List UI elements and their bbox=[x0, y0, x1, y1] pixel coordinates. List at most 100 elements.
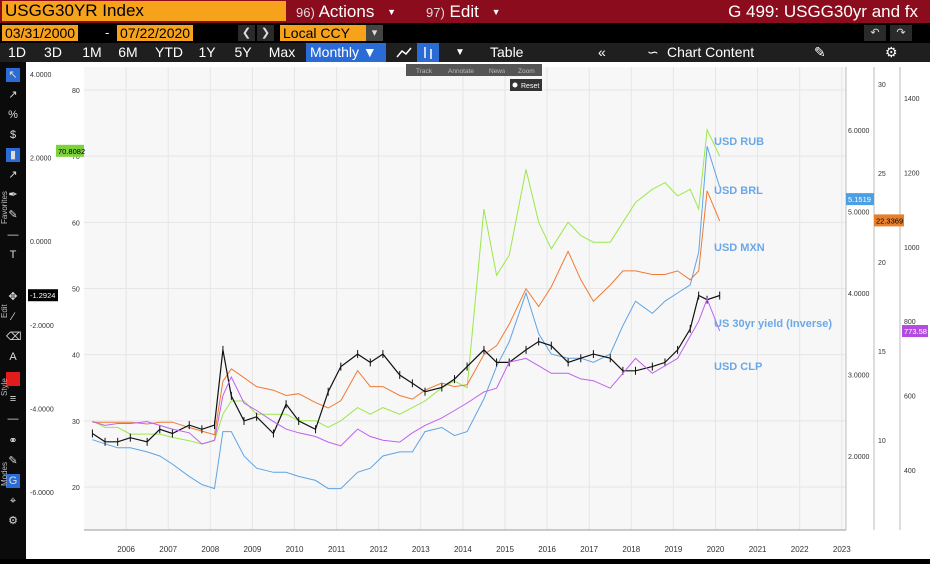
plot-background bbox=[84, 67, 846, 530]
right2-tick-label: 20 bbox=[878, 260, 886, 267]
link-icon[interactable]: ⚭ bbox=[8, 435, 18, 447]
rub-value-marker: 70.8082 bbox=[58, 147, 85, 156]
clp-value-marker: 773.58 bbox=[904, 327, 927, 336]
x-tick-label: 2007 bbox=[159, 545, 177, 554]
x-tick-label: 2022 bbox=[791, 545, 809, 554]
clp-value-marker-bg bbox=[902, 325, 928, 338]
caret-down-icon[interactable]: ▼ bbox=[455, 47, 465, 58]
edit-menu-label: Edit bbox=[449, 2, 479, 21]
mode-g-icon[interactable]: G bbox=[6, 474, 20, 488]
annotate-button[interactable]: Annotate bbox=[448, 68, 474, 75]
yield-value-marker: -1.2924 bbox=[30, 291, 55, 300]
ticker-field[interactable]: USGG30YR Index bbox=[2, 1, 286, 21]
far_left-tick-label: -6.0000 bbox=[30, 490, 54, 497]
right3-tick-label: 400 bbox=[904, 468, 916, 475]
header-bar: USGG30YR Index 96) Actions ▼ 97) Edit ▼ … bbox=[0, 0, 930, 23]
period-button-1m[interactable]: 1M bbox=[82, 44, 102, 60]
frequency-select[interactable]: Monthly ▼ bbox=[306, 43, 386, 62]
legend-label: US 30yr yield (Inverse) bbox=[714, 318, 832, 330]
eraser-icon[interactable]: ⌫ bbox=[6, 331, 22, 343]
end-date-field[interactable]: 07/22/2020 bbox=[117, 25, 194, 41]
redo-icon[interactable]: ↷ bbox=[890, 25, 912, 41]
yield-value-marker-bg bbox=[28, 289, 58, 302]
line-style-icon[interactable]: ≡ bbox=[9, 393, 17, 405]
chevron-left-icon[interactable]: ❮ bbox=[238, 25, 255, 41]
period-button-5y[interactable]: 5Y bbox=[234, 44, 252, 60]
actions-menu-label: Actions bbox=[318, 2, 375, 21]
double-chevron-left-icon[interactable]: « bbox=[598, 44, 606, 60]
mxn-value-marker: 22.3369 bbox=[876, 216, 903, 225]
edit-menu[interactable]: 97) Edit ▼ bbox=[426, 0, 500, 23]
right3-tick-label: 600 bbox=[904, 394, 916, 401]
series-line-usd-brl bbox=[92, 146, 721, 490]
series-line-usd-clp bbox=[92, 297, 721, 447]
trend-tool-icon[interactable]: ↗ bbox=[8, 169, 18, 181]
actions-menu-number: 96) bbox=[296, 5, 315, 20]
x-tick-label: 2013 bbox=[412, 545, 430, 554]
period-button-max[interactable]: Max bbox=[268, 44, 296, 60]
line-width-icon[interactable]: — bbox=[7, 413, 19, 425]
edit-note-icon[interactable]: ✎ bbox=[814, 44, 826, 60]
far_left-tick-label: -4.0000 bbox=[30, 406, 54, 413]
period-button-1y[interactable]: 1Y bbox=[198, 44, 216, 60]
period-button-1d[interactable]: 1D bbox=[8, 44, 26, 60]
settings-icon[interactable]: ⚙ bbox=[8, 515, 18, 527]
draw-line-icon[interactable]: ↗ bbox=[8, 89, 18, 101]
modes-side-label: Modes bbox=[0, 461, 9, 486]
move-icon[interactable]: ✥ bbox=[8, 291, 18, 303]
right3-tick-label: 1000 bbox=[904, 245, 920, 252]
actions-menu[interactable]: 96) Actions ▼ bbox=[296, 0, 396, 23]
x-tick-label: 2015 bbox=[496, 545, 514, 554]
period-button-ytd[interactable]: YTD bbox=[155, 44, 183, 60]
pointer-icon[interactable]: ↖ bbox=[6, 68, 20, 82]
zoom-button[interactable]: Zoom bbox=[518, 68, 535, 75]
period-button-6m[interactable]: 6M bbox=[118, 44, 138, 60]
x-tick-label: 2008 bbox=[201, 545, 219, 554]
track-button[interactable]: Track bbox=[416, 68, 433, 75]
reset-button[interactable]: Reset bbox=[521, 83, 539, 90]
chart-svg[interactable]: 2006 2007 2008 2009 2010 2011 2012 2013 2014 2015… bbox=[26, 62, 930, 559]
chart-content-button[interactable]: Chart Content bbox=[667, 44, 755, 60]
currency-select[interactable]: Local CCY bbox=[280, 25, 374, 41]
pencil-icon[interactable]: ✎ bbox=[8, 209, 18, 221]
date-range-bar: 03/31/2000 - 07/22/2020 ❮ ❯ Local CCY ▾ … bbox=[0, 23, 930, 43]
favorites-label: Favorites bbox=[0, 191, 9, 224]
right2-tick-label: 25 bbox=[878, 171, 886, 178]
x-tick-label: 2006 bbox=[117, 545, 135, 554]
x-tick-label: 2014 bbox=[454, 545, 472, 554]
text-tool-icon[interactable]: T bbox=[9, 249, 17, 261]
far_left-tick-label: 4.0000 bbox=[30, 72, 52, 79]
bookmark-icon[interactable]: ▮ bbox=[6, 148, 20, 162]
start-date-field[interactable]: 03/31/2000 bbox=[2, 25, 79, 41]
bar-chart-icon-graphic bbox=[424, 47, 432, 59]
floating-toolbar-bg bbox=[406, 64, 542, 76]
x-tick-label: 2016 bbox=[538, 545, 556, 554]
bar-chart-icon[interactable] bbox=[417, 43, 439, 62]
fib-tool-icon[interactable]: $ bbox=[9, 129, 17, 141]
slash-tool-icon[interactable]: ∕ bbox=[12, 311, 14, 323]
brush-icon[interactable]: ✒ bbox=[8, 189, 18, 201]
left-tick-label: 50 bbox=[72, 287, 80, 294]
period-button-3d[interactable]: 3D bbox=[44, 44, 62, 60]
line-chart-icon[interactable] bbox=[395, 43, 413, 62]
table-button[interactable]: Table bbox=[490, 44, 524, 60]
undo-icon[interactable]: ↶ bbox=[864, 25, 886, 41]
news-button[interactable]: News bbox=[489, 68, 506, 75]
crosshair-icon[interactable]: ⌖ bbox=[9, 495, 17, 507]
draw-mode-icon[interactable]: ✎ bbox=[8, 455, 18, 467]
right2-tick-label: 10 bbox=[878, 438, 886, 445]
gear-icon[interactable]: ⚙ bbox=[885, 44, 898, 60]
percent-tool-icon[interactable]: % bbox=[8, 109, 18, 121]
x-tick-label: 2018 bbox=[622, 545, 640, 554]
horizontal-line-icon[interactable]: — bbox=[7, 229, 19, 241]
legend-label: USD RUB bbox=[714, 136, 764, 148]
style-side-label: Style bbox=[0, 378, 9, 396]
left-tick-label: 20 bbox=[72, 485, 80, 492]
font-icon[interactable]: A bbox=[9, 351, 17, 363]
chart-area[interactable]: 2006 2007 2008 2009 2010 2011 2012 2013 2014 2015… bbox=[26, 62, 930, 559]
caret-down-icon[interactable]: ▾ bbox=[366, 25, 383, 41]
series-line-usd-rub bbox=[92, 127, 721, 445]
chevron-right-icon[interactable]: ❯ bbox=[257, 25, 274, 41]
mxn-value-marker-bg bbox=[874, 214, 904, 227]
color-swatch-icon[interactable] bbox=[6, 372, 20, 386]
